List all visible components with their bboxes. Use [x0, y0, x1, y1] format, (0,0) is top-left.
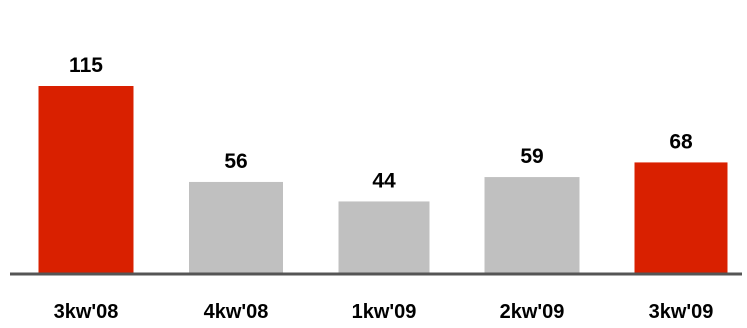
- data-label: 44: [372, 169, 396, 192]
- bars-group: [38, 86, 728, 273]
- data-label: 56: [224, 150, 247, 173]
- data-label: 115: [69, 54, 103, 77]
- value-labels-group: 115 56 44 59 68: [69, 54, 693, 192]
- data-label: 59: [520, 145, 543, 168]
- bar: [189, 181, 283, 273]
- x-tick-label: 3kw'08: [54, 301, 119, 323]
- bar: [484, 177, 580, 273]
- data-label: 68: [669, 130, 693, 153]
- x-tick-label: 1kw'09: [352, 301, 417, 323]
- bar: [338, 201, 430, 273]
- bar: [38, 86, 134, 273]
- bar: [634, 162, 728, 273]
- x-tick-label: 3kw'09: [649, 301, 714, 323]
- x-tick-label: 4kw'08: [204, 301, 269, 323]
- x-tick-label: 2kw'09: [500, 301, 565, 323]
- x-tick-labels-group: 3kw'08 4kw'08 1kw'09 2kw'09 3kw'09: [54, 301, 714, 323]
